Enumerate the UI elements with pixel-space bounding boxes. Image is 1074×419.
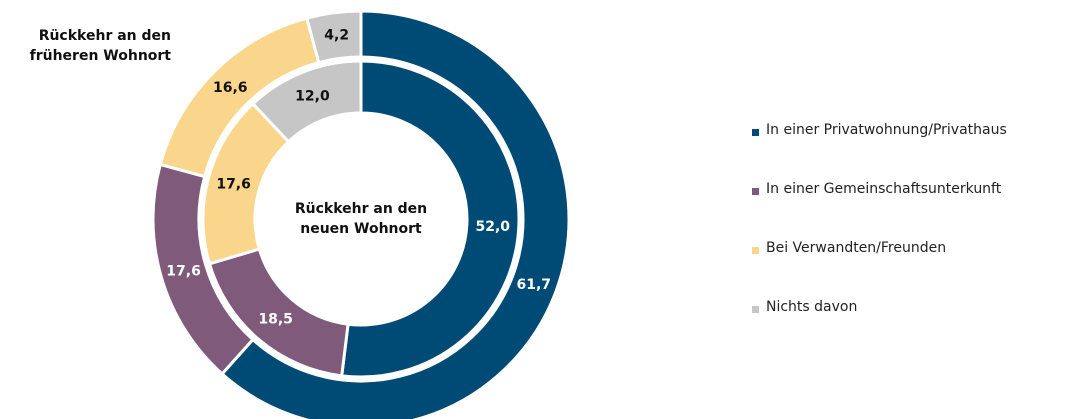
legend-item: In einer Privatwohnung/Privathaus (752, 122, 1007, 181)
outer-ring-label: Rückkehr an den früheren Wohnort (29, 28, 171, 64)
value-label: 61,7 (516, 277, 551, 293)
legend-swatch (752, 129, 759, 136)
value-label: 18,5 (258, 312, 293, 328)
value-label: 52,0 (475, 219, 510, 235)
value-label: 4,2 (324, 28, 349, 44)
donut-segment (250, 59, 363, 144)
donut-segment (340, 59, 521, 379)
donut-segment (219, 9, 571, 419)
value-label: 17,6 (216, 176, 251, 192)
legend-swatch (752, 247, 759, 254)
legend-item: In einer Gemeinschaftsunterkunft (752, 181, 1007, 240)
value-label: 12,0 (295, 88, 330, 104)
legend-label: Bei Verwandten/Freunden (766, 240, 947, 256)
legend-label: In einer Gemeinschaftsunterkunft (766, 181, 1002, 197)
legend-item: Bei Verwandten/Freunden (752, 240, 1007, 299)
inner-ring-label: Rückkehr an den neuen Wohnort (294, 201, 428, 237)
legend-swatch (752, 306, 759, 313)
legend-item: Nichts davon (752, 299, 1007, 358)
legend-swatch (752, 188, 759, 195)
legend: In einer Privatwohnung/Privathaus In eine… (752, 122, 1007, 358)
value-label: 17,6 (166, 263, 201, 279)
legend-label: In einer Privatwohnung/Privathaus (766, 122, 1007, 138)
value-label: 16,6 (213, 80, 248, 96)
donut-segment (304, 9, 363, 65)
legend-label: Nichts davon (766, 299, 858, 315)
